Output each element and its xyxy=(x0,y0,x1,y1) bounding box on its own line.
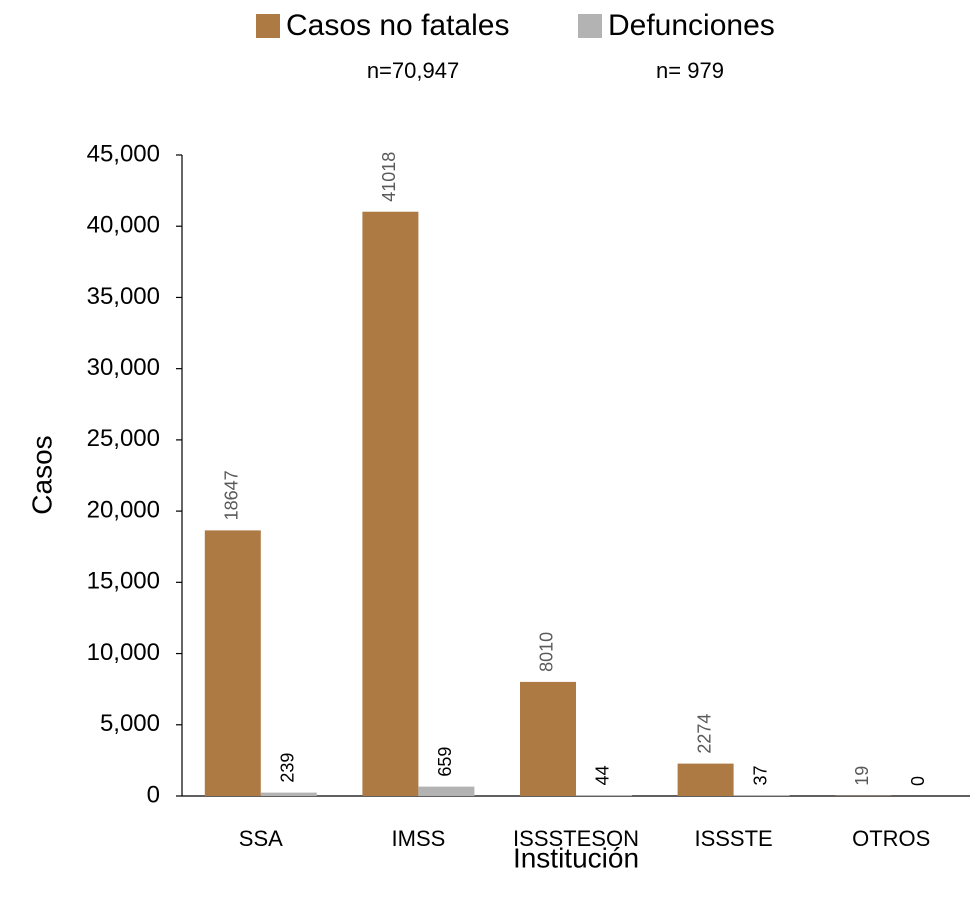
y-tick-label: 35,000 xyxy=(87,283,160,310)
value-label: 239 xyxy=(278,753,298,783)
y-axis-title: Casos xyxy=(26,435,57,514)
bar xyxy=(677,763,734,796)
bar xyxy=(733,795,790,796)
x-axis-title: Institución xyxy=(513,842,639,873)
bar xyxy=(418,786,475,796)
value-label: 37 xyxy=(750,765,770,785)
annotation: n=70,947 xyxy=(367,58,459,83)
legend-label: Defunciones xyxy=(608,9,775,42)
legend-label: Casos no fatales xyxy=(286,9,509,42)
y-tick-label: 45,000 xyxy=(87,140,160,167)
value-label: 659 xyxy=(435,747,455,777)
y-tick-label: 10,000 xyxy=(87,639,160,666)
bar xyxy=(260,792,317,796)
x-tick-label: OTROS xyxy=(852,826,930,851)
x-tick-label: ISSSTESON xyxy=(513,826,639,851)
value-label: 41018 xyxy=(379,152,399,202)
bar xyxy=(520,681,576,796)
annotation: n= 979 xyxy=(656,58,724,83)
legend-swatch xyxy=(578,14,602,38)
y-tick-label: 30,000 xyxy=(87,354,160,381)
y-tick-label: 5,000 xyxy=(100,710,160,737)
y-tick-label: 20,000 xyxy=(87,496,160,523)
value-label: 8010 xyxy=(537,632,557,672)
value-label: 18647 xyxy=(222,470,242,520)
y-tick-label: 15,000 xyxy=(87,568,160,595)
bar xyxy=(576,795,632,796)
value-label: 44 xyxy=(593,765,613,785)
x-tick-label: ISSSTE xyxy=(694,826,772,851)
legend-swatch xyxy=(256,14,280,38)
bar xyxy=(204,530,261,796)
y-tick-label: 0 xyxy=(147,781,160,808)
x-tick-label: SSA xyxy=(239,826,283,851)
y-tick-label: 40,000 xyxy=(87,212,160,239)
value-label: 2274 xyxy=(694,714,714,754)
value-label: 0 xyxy=(908,776,928,786)
y-tick-label: 25,000 xyxy=(87,425,160,452)
bar xyxy=(362,211,419,796)
x-tick-label: IMSS xyxy=(392,826,446,851)
value-label: 19 xyxy=(852,766,872,786)
